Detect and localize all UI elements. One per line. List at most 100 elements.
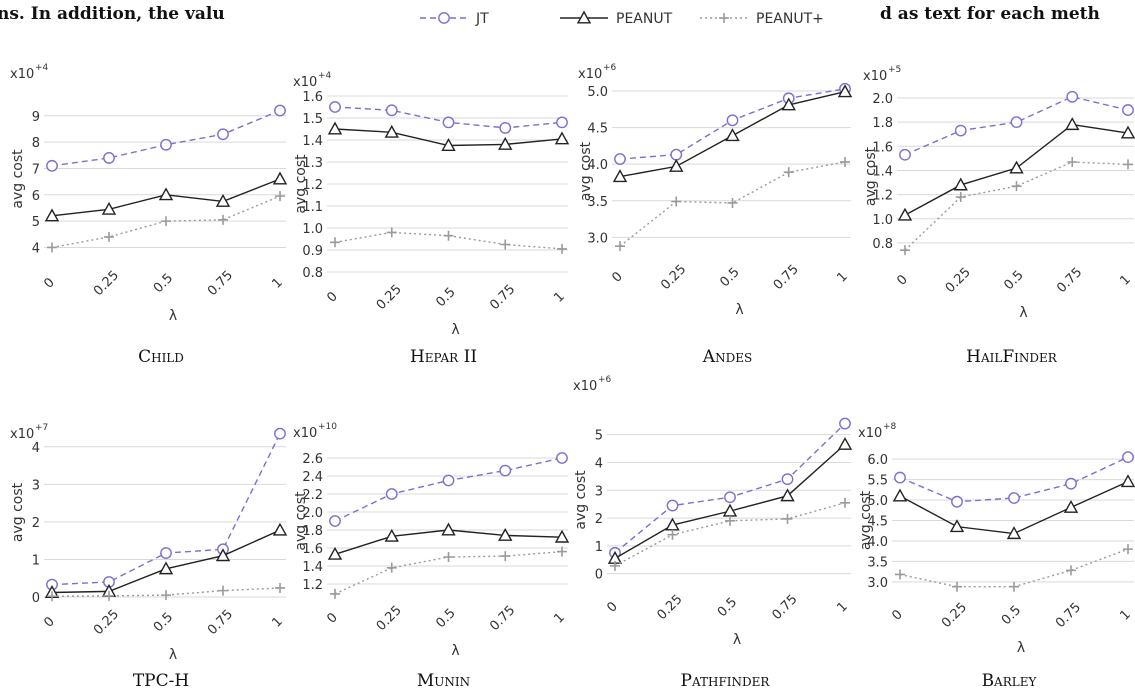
legend-marker-0 (438, 12, 450, 24)
x-tick-label: 1 (269, 275, 285, 291)
chart-caption: Munin (417, 671, 470, 691)
chart-caption: Child (138, 347, 184, 367)
data-point-jt (894, 471, 906, 484)
data-point-peanut (554, 529, 570, 543)
x-tick-label: 0.5 (433, 606, 458, 631)
x-tick-label: 1 (1117, 272, 1133, 288)
y-axis-label: avg cost (293, 154, 309, 214)
x-axis-label: λ (451, 322, 459, 338)
data-point-jt (46, 159, 58, 172)
y-tick-label: 4 (32, 241, 40, 256)
y-tick-label: 4.5 (587, 122, 608, 137)
y-tick-label: 1 (32, 553, 40, 568)
y-tick-label: 5.5 (867, 474, 888, 489)
x-tick-label: 1 (551, 610, 567, 626)
axis-exponent-power: +5 (888, 65, 901, 75)
data-point-peanut+ (1066, 565, 1076, 576)
data-point-peanut+ (1123, 159, 1133, 170)
x-tick-label: 0 (604, 599, 620, 615)
y-tick-label: 3.5 (867, 555, 888, 570)
x-tick-label: 0.25 (943, 265, 974, 296)
y-axis-label: avg cost (858, 490, 874, 550)
x-tick-label: 0.25 (939, 600, 970, 631)
chart-caption: Barley (982, 671, 1038, 691)
data-point-jt (1010, 116, 1023, 129)
x-tick-label: 1 (1117, 607, 1133, 623)
data-point-peanut+ (161, 216, 171, 227)
y-tick-label: 4.5 (867, 515, 888, 530)
x-axis-label: λ (1017, 640, 1025, 656)
data-point-peanut (554, 131, 570, 145)
data-point-peanut (272, 522, 288, 536)
x-tick-label: 0.75 (487, 282, 518, 313)
y-axis-label: avg cost (573, 470, 589, 530)
data-point-peanut+ (895, 569, 905, 580)
x-tick-label: 0 (889, 607, 905, 623)
y-tick-label: 1.4 (302, 560, 323, 575)
y-tick-label: 1.5 (302, 112, 323, 127)
x-axis-label: λ (169, 308, 177, 324)
data-point-peanut (1006, 526, 1022, 540)
chart-panel-6: 0 1 2 3 4 5 x10 +6 avg cost 0 0.25 0.5 0.75 1 λ Pathfin… (573, 375, 853, 691)
y-tick-label: 1.0 (872, 213, 893, 228)
data-point-peanut (327, 121, 343, 135)
axis-exponent-power: +7 (35, 423, 48, 433)
legend-label-1: PEANUT (616, 11, 673, 27)
data-point-jt (899, 148, 911, 161)
data-point-peanut (1009, 160, 1024, 174)
series-line-peanut+ (619, 161, 846, 247)
y-tick-label: 3 (32, 478, 40, 493)
axis-exponent-label: x10 (858, 426, 882, 441)
data-point-peanut+ (610, 560, 620, 571)
x-tick-label: 0 (324, 610, 340, 626)
x-tick-label: 0.75 (205, 607, 236, 638)
data-point-jt (726, 114, 739, 127)
data-point-peanut (215, 548, 231, 562)
data-point-peanut+ (615, 241, 625, 252)
data-point-peanut (441, 138, 456, 152)
data-point-peanut+ (47, 242, 57, 253)
data-point-jt (724, 491, 736, 504)
axis-exponent-power: +6 (598, 375, 612, 385)
data-point-jt (781, 473, 794, 486)
x-tick-label: 0.75 (487, 603, 518, 634)
y-axis-label: avg cost (10, 482, 26, 542)
axis-exponent-power: +6 (603, 63, 617, 73)
data-point-jt (499, 122, 512, 134)
y-tick-label: 5 (32, 215, 40, 230)
data-point-jt (274, 104, 286, 117)
y-tick-label: 1.1 (302, 200, 323, 215)
series-line-peanut+ (334, 231, 563, 250)
data-point-peanut (897, 207, 913, 221)
chart-caption: Hepar II (410, 347, 477, 367)
y-tick-label: 1 (595, 540, 603, 555)
x-tick-label: 0 (324, 289, 340, 305)
data-point-peanut (837, 84, 853, 98)
data-point-peanut (498, 527, 513, 541)
data-point-peanut+ (557, 546, 567, 557)
data-point-peanut (272, 171, 288, 185)
data-point-peanut+ (840, 497, 850, 508)
y-tick-label: 1.0 (302, 222, 323, 237)
x-tick-label: 0.5 (433, 285, 458, 310)
x-tick-label: 1 (551, 289, 567, 305)
x-tick-label: 0.75 (205, 268, 236, 299)
x-tick-label: 0 (609, 269, 625, 285)
y-tick-label: 6 (32, 189, 40, 204)
y-tick-label: 5.0 (587, 85, 608, 100)
data-point-peanut+ (386, 227, 397, 238)
chart-panel-3: 0.8 1.0 1.2 1.4 1.6 1.8 2.0 x10 +5 avg cost 0 0.25 0… (863, 65, 1135, 367)
data-point-peanut (892, 488, 908, 502)
x-tick-label: 0.5 (717, 265, 742, 290)
y-tick-label: 4.0 (867, 535, 888, 550)
data-point-peanut+ (330, 237, 340, 248)
data-point-peanut+ (782, 513, 793, 524)
data-point-peanut+ (500, 239, 511, 250)
y-tick-label: 0 (595, 568, 603, 583)
data-point-peanut (953, 177, 968, 191)
data-point-jt (1122, 451, 1134, 464)
axis-exponent-label: x10 (293, 426, 317, 441)
legend-label-2: PEANUT+ (756, 11, 824, 27)
